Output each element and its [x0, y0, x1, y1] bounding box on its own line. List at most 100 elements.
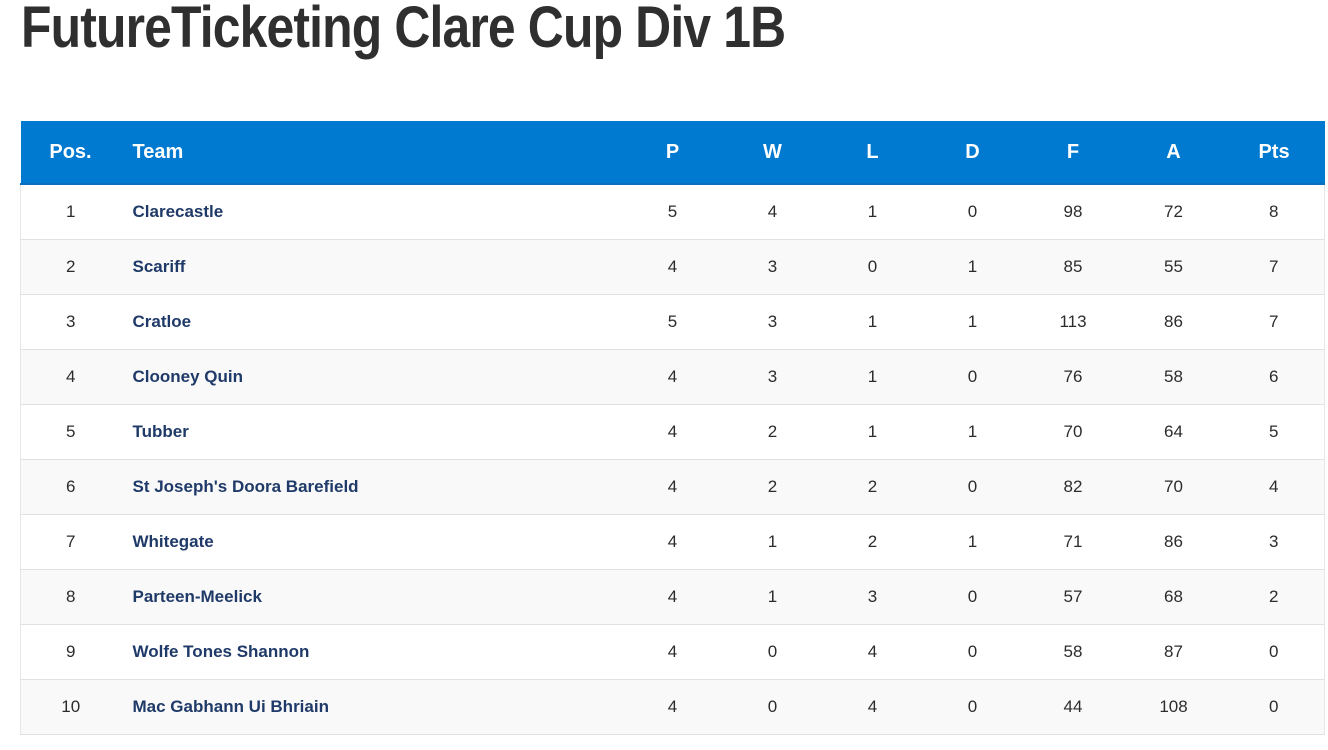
- cell-lost: 2: [867, 476, 878, 496]
- team-link[interactable]: Whitegate: [132, 531, 214, 551]
- cell-points: 5: [1269, 421, 1279, 441]
- cell-played: 4: [667, 366, 678, 386]
- cell-pos: 9: [66, 641, 76, 661]
- cell-against: 72: [1164, 201, 1183, 221]
- cell-pos: 1: [66, 201, 76, 221]
- cell-played: 4: [667, 641, 678, 661]
- cell-for: 85: [1063, 256, 1083, 276]
- cell-drawn: 0: [967, 201, 978, 221]
- cell-drawn: 1: [967, 256, 978, 276]
- table-row: 7 Whitegate 4 1 2 1 71 86 3: [20, 514, 1325, 569]
- cell-played: 5: [667, 201, 678, 221]
- cell-against: 58: [1164, 366, 1183, 386]
- cell-against: 86: [1164, 531, 1183, 551]
- league-table-container: Pos. Team P W L D F A Pts 1 Clarecastle 5 4…: [20, 121, 1325, 735]
- cell-pos: 8: [66, 586, 76, 606]
- cell-drawn: 0: [967, 366, 978, 386]
- cell-lost: 1: [867, 366, 878, 386]
- cell-points: 7: [1269, 256, 1279, 276]
- cell-won: 3: [767, 366, 778, 386]
- column-header-won: W: [722, 121, 823, 185]
- cell-against: 70: [1164, 476, 1183, 496]
- cell-for: 57: [1063, 586, 1083, 606]
- cell-won: 4: [767, 201, 778, 221]
- cell-lost: 1: [867, 201, 878, 221]
- cell-drawn: 1: [967, 531, 978, 551]
- column-header-pos: Pos.: [20, 121, 121, 185]
- cell-played: 4: [667, 476, 678, 496]
- table-header: Pos. Team P W L D F A Pts: [20, 121, 1325, 185]
- cell-for: 44: [1063, 696, 1083, 716]
- table-header-row: Pos. Team P W L D F A Pts: [20, 121, 1325, 185]
- page-title: FutureTicketing Clare Cup Div 1B: [21, 0, 786, 60]
- cell-points: 3: [1269, 531, 1279, 551]
- cell-played: 5: [667, 311, 678, 331]
- cell-lost: 4: [867, 696, 878, 716]
- column-header-drawn: D: [922, 121, 1023, 185]
- cell-pos: 7: [66, 531, 76, 551]
- cell-drawn: 0: [967, 586, 978, 606]
- cell-played: 4: [667, 586, 678, 606]
- table-row: 9 Wolfe Tones Shannon 4 0 4 0 58 87 0: [20, 624, 1325, 679]
- cell-points: 8: [1269, 201, 1279, 221]
- column-header-played: P: [622, 121, 723, 185]
- cell-against: 68: [1164, 586, 1183, 606]
- team-link[interactable]: Tubber: [132, 421, 189, 441]
- table-row: 2 Scariff 4 3 0 1 85 55 7: [20, 239, 1325, 294]
- cell-for: 76: [1063, 366, 1083, 386]
- cell-played: 4: [667, 421, 678, 441]
- cell-against: 86: [1164, 311, 1183, 331]
- cell-against: 64: [1164, 421, 1183, 441]
- cell-points: 7: [1269, 311, 1279, 331]
- team-link[interactable]: Clooney Quin: [132, 366, 244, 386]
- cell-for: 82: [1063, 476, 1083, 496]
- cell-points: 0: [1269, 696, 1279, 716]
- cell-pos: 6: [66, 476, 76, 496]
- cell-won: 3: [767, 311, 778, 331]
- column-header-team: Team: [120, 121, 623, 185]
- cell-won: 1: [767, 531, 778, 551]
- cell-for: 70: [1063, 421, 1083, 441]
- cell-pos: 4: [66, 366, 76, 386]
- cell-drawn: 0: [967, 696, 978, 716]
- cell-pos: 10: [61, 696, 81, 716]
- table-row: 1 Clarecastle 5 4 1 0 98 72 8: [20, 184, 1325, 239]
- cell-played: 4: [667, 696, 678, 716]
- team-link[interactable]: Parteen-Meelick: [132, 586, 262, 606]
- cell-for: 113: [1059, 311, 1087, 331]
- cell-points: 4: [1269, 476, 1279, 496]
- table-row: 4 Clooney Quin 4 3 1 0 76 58 6: [20, 349, 1325, 404]
- cell-for: 71: [1063, 531, 1083, 551]
- cell-lost: 3: [867, 586, 878, 606]
- cell-points: 2: [1269, 586, 1279, 606]
- cell-against: 87: [1164, 641, 1183, 661]
- cell-played: 4: [667, 256, 678, 276]
- column-header-lost: L: [822, 121, 923, 185]
- column-header-for: F: [1022, 121, 1124, 185]
- team-link[interactable]: Clarecastle: [132, 201, 224, 221]
- cell-drawn: 0: [967, 476, 978, 496]
- cell-lost: 4: [867, 641, 878, 661]
- cell-drawn: 1: [967, 311, 978, 331]
- cell-played: 4: [667, 531, 678, 551]
- cell-points: 0: [1269, 641, 1279, 661]
- cell-lost: 2: [867, 531, 878, 551]
- cell-for: 98: [1063, 201, 1083, 221]
- cell-against: 55: [1164, 256, 1183, 276]
- team-link[interactable]: St Joseph's Doora Barefield: [132, 476, 359, 496]
- column-header-against: A: [1123, 121, 1224, 185]
- table-row: 8 Parteen-Meelick 4 1 3 0 57 68 2: [20, 569, 1325, 624]
- table-row: 10 Mac Gabhann Ui Bhriain 4 0 4 0 44 108 0: [20, 679, 1325, 734]
- league-table: Pos. Team P W L D F A Pts 1 Clarecastle 5 4…: [20, 121, 1325, 735]
- cell-won: 1: [767, 586, 778, 606]
- cell-for: 58: [1063, 641, 1083, 661]
- team-link[interactable]: Cratloe: [132, 311, 192, 331]
- team-link[interactable]: Wolfe Tones Shannon: [132, 641, 310, 661]
- column-header-points: Pts: [1223, 121, 1325, 185]
- table-body: 1 Clarecastle 5 4 1 0 98 72 8 2 Scariff 4 3 0 1 85 55 7 3 C…: [20, 184, 1325, 734]
- cell-drawn: 0: [967, 641, 978, 661]
- team-link[interactable]: Scariff: [132, 256, 186, 276]
- cell-pos: 5: [66, 421, 76, 441]
- team-link[interactable]: Mac Gabhann Ui Bhriain: [132, 696, 329, 716]
- cell-won: 2: [767, 421, 778, 441]
